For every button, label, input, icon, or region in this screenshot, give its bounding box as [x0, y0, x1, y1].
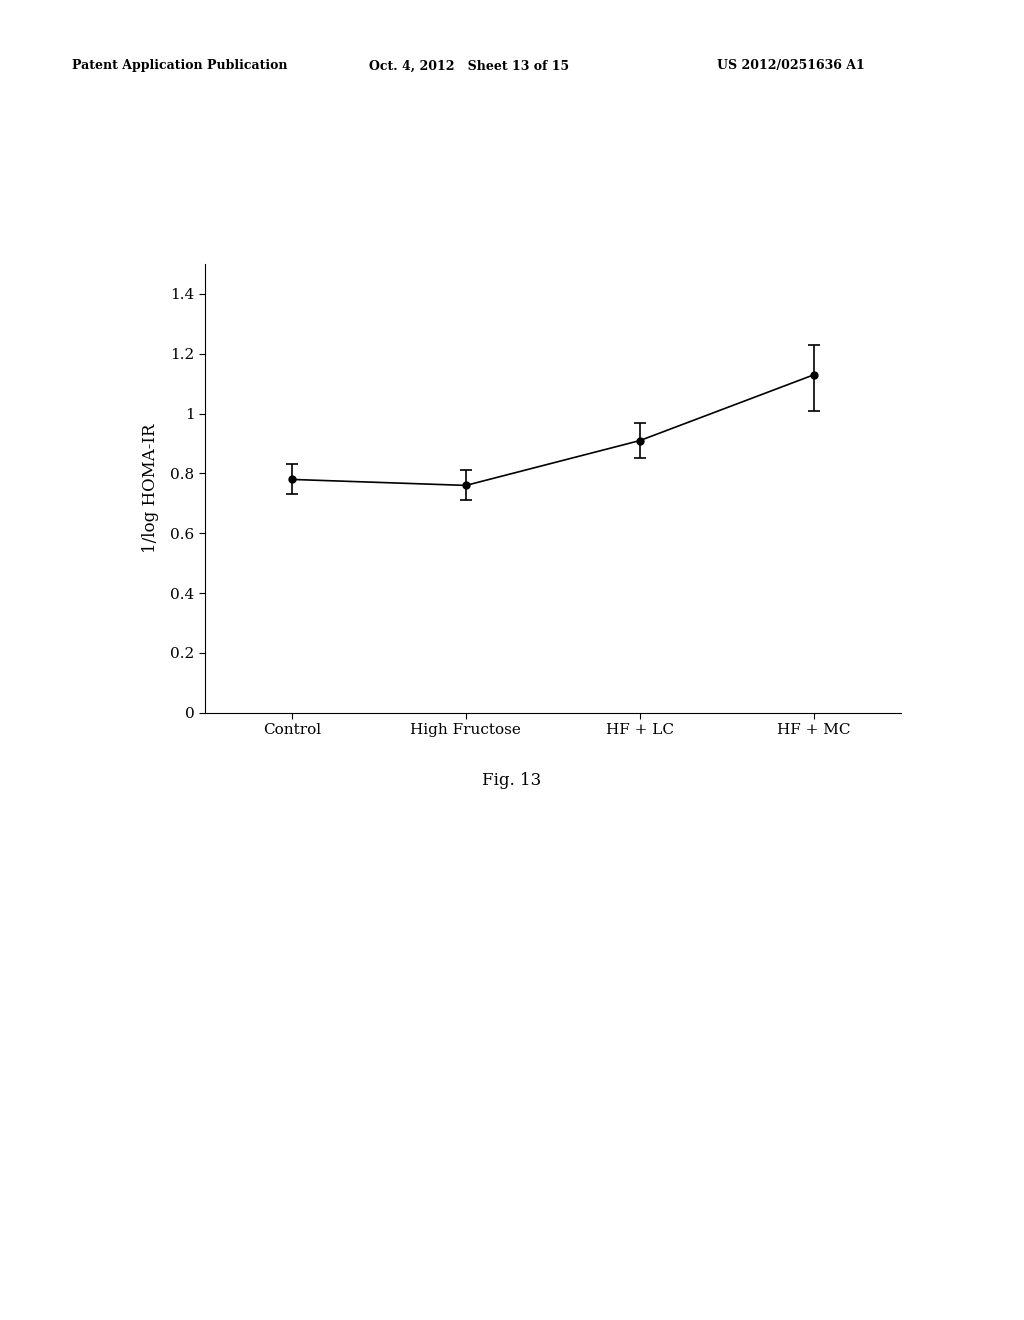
Text: US 2012/0251636 A1: US 2012/0251636 A1 — [717, 59, 864, 73]
Text: Oct. 4, 2012   Sheet 13 of 15: Oct. 4, 2012 Sheet 13 of 15 — [369, 59, 568, 73]
Y-axis label: 1/log HOMA-IR: 1/log HOMA-IR — [142, 424, 159, 553]
Text: Patent Application Publication: Patent Application Publication — [72, 59, 287, 73]
Text: Fig. 13: Fig. 13 — [482, 772, 542, 789]
